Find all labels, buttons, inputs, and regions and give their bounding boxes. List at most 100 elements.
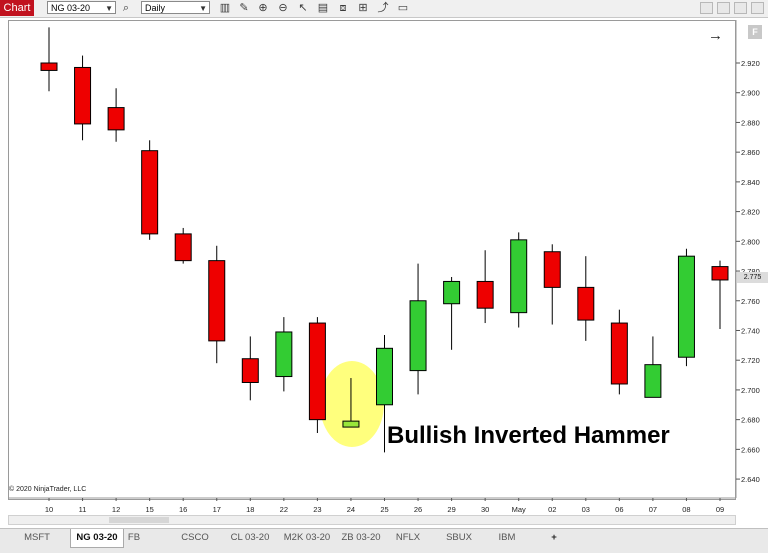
y-tick-label: 2.640 [741, 475, 760, 484]
x-tick-label: 10 [45, 505, 53, 514]
share-icon[interactable]: ⤴ [377, 2, 389, 14]
chevron-down-icon: ▼ [199, 4, 207, 13]
candle-body [577, 286, 595, 321]
properties-icon[interactable]: ▤ [317, 2, 329, 14]
tab-ibm[interactable]: IBM [498, 532, 516, 543]
x-tick-label: 11 [79, 505, 87, 514]
y-tick-label: 2.760 [741, 297, 760, 306]
x-tick-label: 24 [347, 505, 355, 514]
candle-body [409, 300, 427, 372]
arrow-right-icon[interactable]: → [708, 27, 723, 44]
y-tick-label: 2.740 [741, 326, 760, 335]
candle-body [677, 255, 695, 358]
instrument-value: NG 03-20 [51, 3, 91, 13]
chart-window-label: Chart [0, 0, 34, 16]
tab-msft[interactable]: MSFT [24, 532, 50, 543]
x-tick-label: 22 [280, 505, 288, 514]
x-tick-label: 08 [682, 505, 690, 514]
y-tick-label: 2.860 [741, 148, 760, 157]
bars-icon[interactable]: ▥ [219, 2, 231, 14]
candle-body [376, 347, 393, 406]
restore-button[interactable] [734, 2, 747, 14]
tab-nflx[interactable]: NFLX [395, 532, 421, 543]
candle-body [40, 62, 58, 71]
y-tick-label: 2.660 [741, 445, 760, 454]
minimize-button[interactable] [700, 2, 713, 14]
chevron-down-icon: ▼ [105, 4, 113, 13]
tab-csco[interactable]: CSCO [181, 532, 209, 543]
y-tick-label: 2.900 [741, 89, 760, 98]
x-tick-label: 07 [649, 505, 657, 514]
tab-sbux[interactable]: SBUX [446, 532, 472, 543]
x-tick-label: 16 [179, 505, 187, 514]
y-tick-label: 2.800 [741, 237, 760, 246]
format-button[interactable]: F [748, 25, 762, 39]
x-tick-label: 29 [447, 505, 455, 514]
x-tick-label: 26 [414, 505, 422, 514]
candle-body [644, 364, 662, 398]
scrollbar-thumb[interactable] [109, 517, 169, 523]
y-tick-label: 2.780 [741, 267, 760, 276]
search-icon[interactable]: ⌕ [122, 2, 130, 14]
y-tick-label: 2.700 [741, 386, 760, 395]
highlight-circle [319, 361, 384, 447]
highlight-annotation: Bullish Inverted Hammer [387, 422, 670, 449]
candle-body [443, 280, 461, 305]
x-tick-label: 18 [246, 505, 254, 514]
candle-body [141, 150, 159, 235]
tab-m2k-03-20[interactable]: M2K 03-20 [283, 532, 331, 543]
candle-body [174, 233, 192, 262]
candle-body [241, 358, 259, 383]
candle-body [74, 66, 92, 125]
instrument-tab-bar: MSFT NG 03-20 FB CSCO CL 03-20 M2K 03-20 ZB 03… [0, 528, 768, 553]
candle-body [711, 266, 729, 281]
y-tick-label: 2.920 [741, 59, 760, 68]
interval-selector[interactable]: Daily ▼ [141, 1, 210, 14]
y-tick-label: 2.840 [741, 178, 760, 187]
x-tick-label: 23 [313, 505, 321, 514]
candle-body [107, 107, 125, 131]
x-tick-label: 06 [615, 505, 623, 514]
tab-zb-03-20[interactable]: ZB 03-20 [341, 532, 381, 543]
pencil-icon[interactable]: ✎ [239, 2, 249, 14]
zoom-out-icon[interactable]: ⊖ [278, 2, 288, 14]
x-tick-label: 17 [213, 505, 221, 514]
chart-toolbar: Chart NG 03-20 ▼ ⌕ Daily ▼ ▥ ✎ ⊕ ⊖ ↖ ▤ ⧈… [0, 0, 768, 18]
tab-ng-03-20[interactable]: NG 03-20 [70, 529, 124, 548]
strategies-icon[interactable]: ⊞ [358, 2, 368, 14]
x-tick-label: 02 [548, 505, 556, 514]
tab-cl-03-20[interactable]: CL 03-20 [230, 532, 270, 543]
candle-body [610, 322, 628, 385]
x-tick-label: May [512, 505, 526, 514]
x-tick-label: 09 [716, 505, 724, 514]
candle-body [208, 260, 226, 342]
y-tick-label: 2.820 [741, 208, 760, 217]
candle-body [342, 420, 360, 428]
tab-fb[interactable]: FB [127, 532, 141, 543]
interval-value: Daily [145, 3, 166, 13]
candle-body [543, 251, 561, 288]
indicators-icon[interactable]: ⧈ [339, 2, 347, 14]
candle-body [476, 280, 494, 309]
candle-body [308, 322, 326, 421]
x-tick-label: 25 [380, 505, 388, 514]
x-tick-label: 12 [112, 505, 120, 514]
y-tick-label: 2.720 [741, 356, 760, 365]
data-box-icon[interactable]: ▭ [397, 2, 409, 14]
x-tick-label: 03 [582, 505, 590, 514]
zoom-in-icon[interactable]: ⊕ [258, 2, 268, 14]
y-tick-label: 2.880 [741, 118, 760, 127]
pointer-icon[interactable]: ↖ [298, 2, 308, 14]
candle-body [510, 239, 528, 314]
maximize-button[interactable] [717, 2, 730, 14]
instrument-selector[interactable]: NG 03-20 ▼ [47, 1, 116, 14]
close-button[interactable] [751, 2, 764, 14]
add-tab-button[interactable]: + [551, 532, 557, 543]
current-price-label: 2.775 [737, 272, 768, 283]
y-tick-label: 2.680 [741, 416, 760, 425]
candle-body [275, 331, 293, 378]
x-tick-label: 15 [145, 505, 153, 514]
x-tick-label: 30 [481, 505, 489, 514]
horizontal-scrollbar[interactable] [8, 515, 736, 525]
